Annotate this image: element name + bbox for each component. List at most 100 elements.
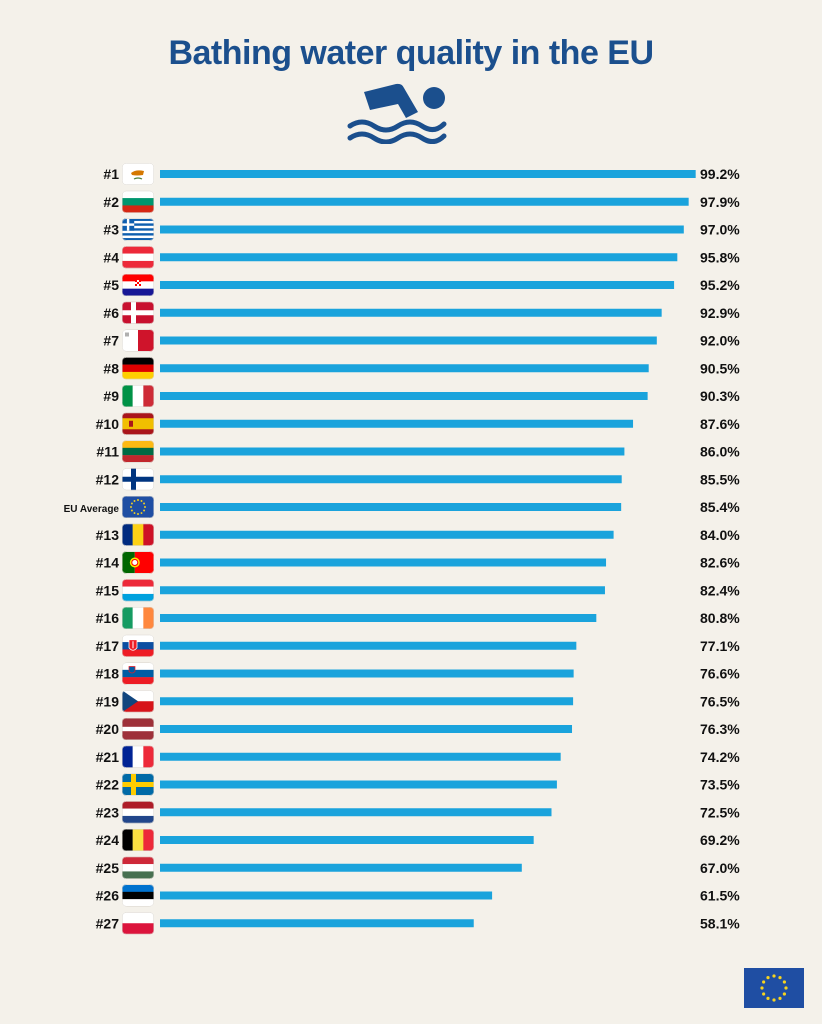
flag-poland-icon [122, 912, 154, 935]
category-label: #6 [103, 305, 119, 321]
value-label: 76.3% [700, 721, 740, 737]
value-label: 95.2% [700, 277, 740, 293]
category-label: #1 [103, 166, 119, 182]
bar [160, 780, 557, 789]
category-label: EU Average [64, 504, 120, 515]
flag-latvia-icon [122, 718, 154, 740]
bar [160, 558, 607, 567]
category-label: #19 [96, 693, 120, 709]
bar [160, 586, 605, 595]
flag-malta-icon [122, 329, 154, 352]
flag-luxembourg-icon [122, 579, 154, 602]
page-title: Bathing water quality in the EU [168, 34, 654, 72]
value-label: 97.0% [700, 222, 740, 238]
category-label: #16 [96, 610, 120, 626]
flag-slovakia-icon [122, 634, 154, 657]
category-label: #15 [96, 582, 120, 598]
value-label: 72.5% [700, 804, 740, 820]
category-label: #13 [96, 527, 120, 543]
flag-austria-icon [122, 246, 154, 269]
bar [160, 614, 597, 622]
flag-lithuania-icon [122, 440, 154, 463]
value-label: 84.0% [700, 527, 740, 543]
bar [160, 225, 684, 234]
flag-sweden-icon [122, 773, 154, 796]
bar [160, 641, 577, 650]
bar [160, 308, 662, 317]
bar [160, 530, 614, 539]
bar [160, 808, 552, 817]
bar [160, 919, 474, 928]
category-label: #9 [103, 388, 119, 404]
value-label: 97.9% [700, 194, 740, 210]
flag-spain-icon [122, 412, 154, 435]
category-label: #5 [103, 277, 119, 293]
bar [160, 752, 561, 761]
value-label: 92.9% [700, 305, 740, 321]
bar [160, 891, 493, 900]
bar [160, 392, 648, 400]
bar [160, 503, 622, 511]
bar [160, 197, 689, 206]
flag-eu-icon [122, 496, 154, 518]
flag-denmark-icon [122, 301, 154, 324]
value-label: 77.1% [700, 638, 740, 654]
flag-czechia-icon [122, 690, 154, 713]
value-label: 85.4% [700, 499, 740, 515]
flag-italy-icon [122, 385, 154, 407]
value-label: 67.0% [700, 860, 740, 876]
value-label: 73.5% [700, 777, 740, 793]
flag-ireland-icon [122, 607, 154, 629]
flag-hungary-icon [122, 856, 154, 879]
value-label: 90.3% [700, 388, 740, 404]
flag-germany-icon [122, 357, 154, 380]
category-label: #8 [103, 360, 119, 376]
value-label: 82.6% [700, 555, 740, 571]
value-label: 86.0% [700, 444, 740, 460]
category-label: #10 [96, 416, 120, 432]
category-label: #3 [103, 222, 119, 238]
category-label: #20 [96, 721, 120, 737]
flag-france-icon [122, 745, 154, 768]
swimmer-icon [347, 83, 447, 144]
category-label: #7 [103, 333, 119, 349]
category-label: #26 [96, 888, 120, 904]
value-label: 69.2% [700, 832, 740, 848]
value-label: 74.2% [700, 749, 740, 765]
flag-slovenia-icon [122, 662, 154, 685]
flag-estonia-icon [122, 884, 154, 907]
value-label: 99.2% [700, 166, 740, 182]
bar [160, 170, 696, 178]
category-label: #21 [96, 749, 120, 765]
value-label: 76.5% [700, 693, 740, 709]
bar [160, 364, 649, 373]
category-label: #24 [96, 832, 120, 848]
bar [160, 836, 534, 844]
bar [160, 669, 574, 678]
value-label: 58.1% [700, 915, 740, 931]
category-label: #2 [103, 194, 119, 210]
bar [160, 697, 574, 706]
category-label: #14 [96, 555, 120, 571]
value-label: 61.5% [700, 888, 740, 904]
bar [160, 281, 675, 289]
flag-belgium-icon [122, 829, 154, 851]
bar [160, 447, 625, 456]
category-label: #23 [96, 804, 120, 820]
category-label: #17 [96, 638, 120, 654]
value-label: 92.0% [700, 333, 740, 349]
flag-greece-icon [122, 218, 154, 241]
category-label: #27 [96, 915, 120, 931]
bar [160, 475, 622, 484]
category-label: #18 [96, 666, 120, 682]
bar [160, 863, 522, 872]
value-label: 80.8% [700, 610, 740, 626]
value-label: 87.6% [700, 416, 740, 432]
flag-finland-icon [122, 468, 154, 491]
eu-flag-icon [744, 968, 804, 1008]
bar [160, 253, 678, 262]
category-label: #22 [96, 777, 120, 793]
flag-croatia-icon [122, 274, 154, 296]
flag-romania-icon [122, 523, 154, 546]
